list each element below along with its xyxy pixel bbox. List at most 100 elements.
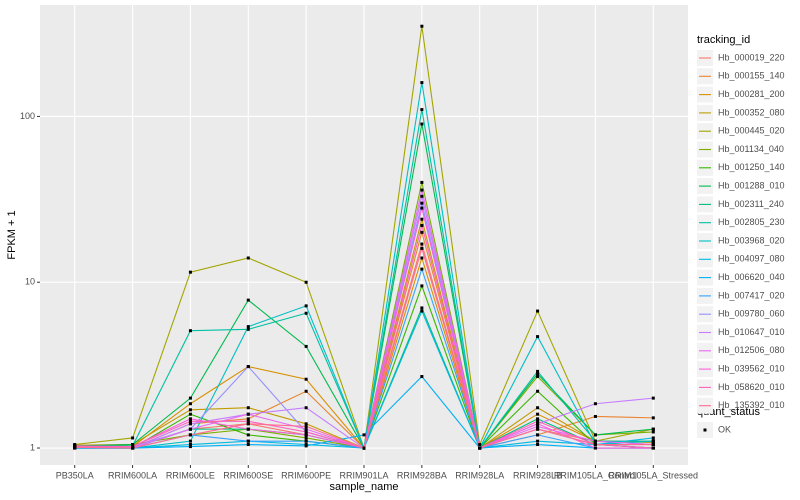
x-tick-label: RRIM928LB [513,470,562,480]
legend-label: Hb_006620_040 [718,272,785,282]
data-point [246,439,250,443]
data-point [420,223,424,227]
data-point [304,377,308,381]
data-point [420,267,424,271]
data-point [420,309,424,313]
data-point [304,444,308,448]
data-point [304,280,308,284]
data-point [188,417,192,421]
data-point [188,439,192,443]
data-point [420,81,424,85]
data-point [188,445,192,449]
y-axis-title: FPKM + 1 [6,210,18,259]
data-point [420,256,424,260]
data-point [593,402,597,406]
data-point [304,311,308,315]
data-point [593,446,597,450]
data-point [304,424,308,428]
data-point [651,416,655,420]
data-point [651,439,655,443]
data-point [362,433,366,437]
data-point [246,406,250,410]
data-point [188,443,192,447]
data-point [304,304,308,308]
data-point [304,422,308,426]
data-point [304,406,308,410]
legend-label: Hb_001288_010 [718,180,785,190]
data-point [246,412,250,416]
data-point [131,446,135,450]
data-point [304,430,308,434]
data-point [420,180,424,184]
data-point [651,396,655,400]
data-point [536,372,540,376]
legend-label: Hb_000019_220 [718,52,785,62]
data-point [246,256,250,260]
x-tick-label: RRIM105LA_Stressed [609,470,699,480]
data-point [420,246,424,250]
data-point [246,419,250,423]
data-point [304,433,308,437]
legend-title: tracking_id [697,34,750,46]
legend-label: Hb_009780_060 [718,309,785,319]
data-point [188,402,192,406]
data-point [651,443,655,447]
data-point [246,325,250,329]
data-point [536,422,540,426]
data-point [420,122,424,126]
data-point [246,298,250,302]
data-point [420,242,424,246]
data-point [478,443,482,447]
data-point [593,443,597,447]
data-point [188,408,192,412]
legend-label: Hb_004097_080 [718,254,785,264]
data-point [420,206,424,210]
data-point [188,396,192,400]
legend-label: Hb_001134_040 [718,144,784,154]
data-point [188,329,192,333]
x-tick-label: RRIM928BA [397,470,447,480]
legend-label: Hb_000352_080 [718,107,785,117]
y-tick-label: 1 [30,442,35,452]
data-point [536,309,540,313]
data-point [188,427,192,431]
data-point [420,108,424,112]
data-point [362,446,366,450]
legend-label: OK [718,424,731,434]
data-point [536,424,540,428]
data-point [246,443,250,447]
data-point [536,443,540,447]
data-point [536,417,540,421]
data-point [246,417,250,421]
legend-label: Hb_012506_080 [718,345,785,355]
y-tick-label: 100 [20,111,35,121]
data-point [304,344,308,348]
x-axis-title: sample_name [329,481,398,493]
x-tick-label: RRIM600SE [223,470,273,480]
x-tick-label: PB350LA [56,470,94,480]
data-point [536,419,540,423]
data-point [651,436,655,440]
legend-label: Hb_007417_020 [718,290,785,300]
x-tick-label: RRIM600LE [166,470,215,480]
data-point [536,335,540,339]
data-point [420,306,424,310]
legend-label: Hb_000445_020 [718,126,785,136]
data-point [188,419,192,423]
x-tick-label: RRIM901LA [339,470,388,480]
data-point [420,24,424,28]
legend-label: Hb_010647_010 [718,327,785,337]
data-point [420,230,424,234]
data-point [593,433,597,437]
data-point [304,389,308,393]
data-point [246,327,250,331]
data-point [304,439,308,443]
data-point [651,427,655,431]
y-tick-label: 10 [25,277,35,287]
data-point [131,436,135,440]
legend-label: Hb_002805_230 [718,217,785,227]
data-point [304,427,308,431]
data-point [593,414,597,418]
data-point [478,446,482,450]
